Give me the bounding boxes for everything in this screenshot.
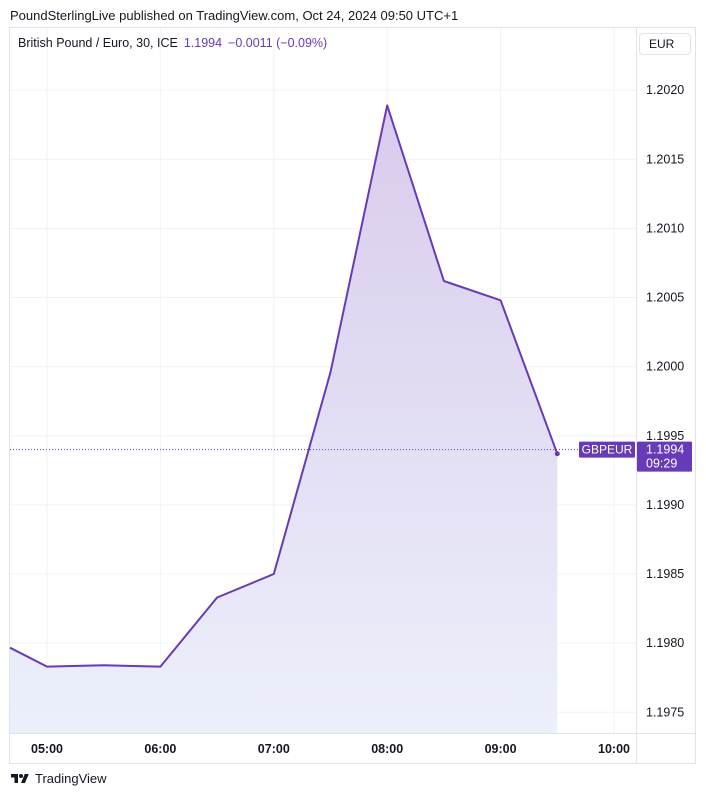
y-tick-label: 1.2020 (646, 83, 684, 97)
publish-header: PoundSterlingLive published on TradingVi… (10, 8, 459, 23)
price-badge-countdown: 09:29 (646, 457, 677, 471)
currency-button[interactable]: EUR (639, 33, 691, 55)
data-point (554, 451, 560, 457)
x-tick-label: 06:00 (144, 742, 176, 756)
x-tick-label: 08:00 (371, 742, 403, 756)
x-tick-label: 05:00 (31, 742, 63, 756)
legend-change: −0.0011 (−0.09%) (228, 36, 328, 50)
y-tick-label: 1.2000 (646, 360, 684, 374)
chart-frame (9, 27, 696, 764)
footer-brand-label: TradingView (35, 771, 107, 786)
legend-last-value: 1.1994 (183, 36, 223, 50)
y-tick-label: 1.2015 (646, 152, 684, 166)
footer-brand[interactable]: TradingView (10, 771, 107, 786)
symbol-badge (579, 441, 635, 458)
y-tick-label: 1.1975 (646, 705, 684, 719)
price-badge-value: 1.1994 (646, 443, 684, 457)
y-tick-label: 1.1985 (646, 567, 684, 581)
symbol-title[interactable]: British Pound / Euro, 30, ICE (18, 36, 178, 50)
price-axis: 1.20201.20151.20101.20051.20001.19951.19… (646, 83, 684, 719)
chart-legend: British Pound / Euro, 30, ICE 1.1994 −0.00… (18, 36, 327, 50)
y-tick-label: 1.1995 (646, 429, 684, 443)
x-tick-label: 09:00 (485, 742, 517, 756)
price-badge (637, 441, 692, 472)
series-line (9, 104, 559, 668)
y-tick-label: 1.2005 (646, 291, 684, 305)
tradingview-logo-icon (11, 773, 29, 783)
series-area (9, 104, 560, 733)
y-tick-label: 1.1980 (646, 636, 684, 650)
y-tick-label: 1.2010 (646, 221, 684, 235)
time-axis: 05:00 06:00 07:00 08:00 09:00 10:00 (31, 742, 630, 756)
symbol-badge-label: GBPEUR (582, 443, 633, 457)
y-tick-label: 1.1990 (646, 498, 684, 512)
x-tick-label: 10:00 (598, 742, 630, 756)
x-tick-label: 07:00 (258, 742, 290, 756)
series-area-fill (10, 105, 558, 733)
